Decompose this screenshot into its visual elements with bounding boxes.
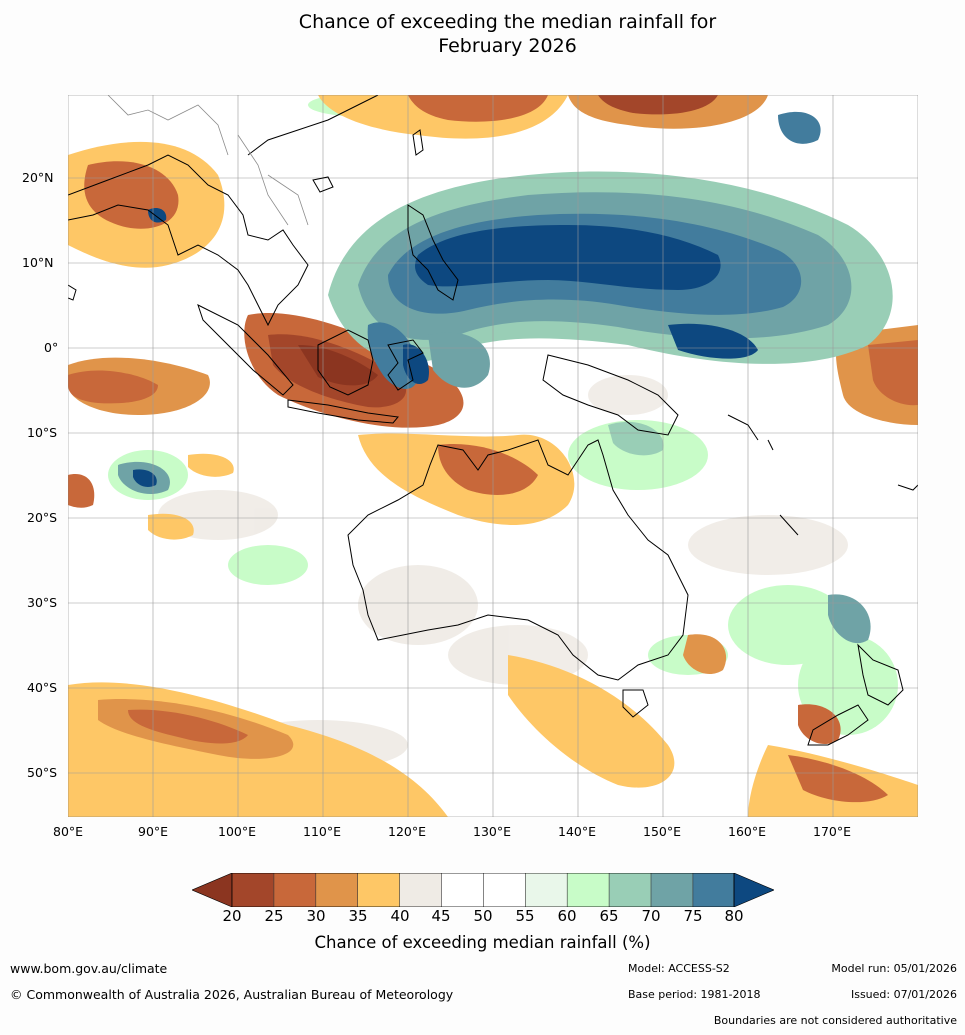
lon-label: 110°E bbox=[303, 824, 342, 839]
colorbar-bin bbox=[315, 873, 358, 907]
inland-boundaries bbox=[107, 95, 309, 226]
colorbar-bin bbox=[273, 873, 316, 907]
colorbar-tick: 60 bbox=[557, 907, 577, 925]
colorbar-tick: 65 bbox=[599, 907, 619, 925]
footer-disclaimer: Boundaries are not considered authoritat… bbox=[713, 1014, 957, 1027]
footer-base-period: Base period: 1981-2018 bbox=[628, 988, 761, 1001]
colorbar-tick: 20 bbox=[222, 907, 242, 925]
lat-label: 10°N bbox=[22, 255, 54, 270]
graticule bbox=[68, 95, 918, 817]
australia-coast bbox=[347, 439, 689, 681]
colorbar-dividers bbox=[273, 873, 694, 907]
title-line-1: Chance of exceeding the median rainfall … bbox=[298, 11, 717, 33]
java-coast bbox=[287, 399, 399, 424]
lat-label: 30°S bbox=[27, 595, 58, 610]
borneo-coast bbox=[317, 329, 374, 396]
lat-label: 10°S bbox=[27, 425, 58, 440]
colorbar-bin bbox=[399, 873, 442, 907]
lat-label: 20°N bbox=[22, 170, 54, 185]
lon-label: 140°E bbox=[558, 824, 597, 839]
colorbar-bin bbox=[651, 873, 693, 907]
colorbar-tick: 50 bbox=[473, 907, 493, 925]
colorbar-over-triangle bbox=[733, 873, 774, 907]
colorbar-tick: 75 bbox=[683, 907, 703, 925]
colorbar-tick: 25 bbox=[264, 907, 284, 925]
new-zealand-south-coast bbox=[807, 704, 869, 746]
colorbar bbox=[192, 873, 774, 907]
colorbar-tick: 80 bbox=[724, 907, 744, 925]
title-line-2: February 2026 bbox=[438, 35, 577, 57]
footer-model: Model: ACCESS-S2 bbox=[628, 962, 730, 975]
colorbar-bin bbox=[609, 873, 651, 907]
map-title: Chance of exceeding the median rainfall … bbox=[0, 10, 965, 58]
colorbar-tick: 70 bbox=[641, 907, 661, 925]
colorbar-tick: 40 bbox=[390, 907, 410, 925]
colorbar-bin bbox=[692, 873, 734, 907]
china-coast bbox=[247, 95, 379, 156]
lon-label: 120°E bbox=[388, 824, 427, 839]
colorbar-title: Chance of exceeding median rainfall (%) bbox=[314, 933, 651, 952]
colorbar-bin bbox=[441, 873, 484, 907]
colorbar-bin bbox=[483, 873, 526, 907]
lat-label: 20°S bbox=[27, 510, 58, 525]
footer-url: www.bom.gov.au/climate bbox=[10, 961, 168, 976]
colorbar-bin bbox=[567, 873, 610, 907]
lon-label: 80°E bbox=[53, 824, 84, 839]
asia-mainland-coast bbox=[68, 154, 309, 327]
colorbar-tick: 30 bbox=[306, 907, 326, 925]
colorbar-under-triangle bbox=[192, 873, 233, 907]
colorbar-bin bbox=[232, 873, 274, 907]
new-zealand-north-coast bbox=[857, 643, 904, 706]
lat-label: 0° bbox=[44, 340, 59, 355]
sumatra-coast bbox=[197, 304, 294, 396]
wet-regions bbox=[118, 111, 893, 644]
lon-label: 130°E bbox=[473, 824, 512, 839]
footer-copyright: © Commonwealth of Australia 2026, Austra… bbox=[10, 987, 454, 1002]
taiwan-coast bbox=[412, 129, 424, 156]
dry-regions bbox=[68, 95, 918, 817]
lon-label: 90°E bbox=[138, 824, 169, 839]
footer-model-run: Model run: 05/01/2026 bbox=[831, 962, 957, 975]
lon-label: 100°E bbox=[218, 824, 257, 839]
colorbar-tick: 55 bbox=[515, 907, 535, 925]
tasmania-coast bbox=[622, 689, 649, 718]
pacific-islands bbox=[727, 414, 918, 536]
sri-lanka-coast bbox=[68, 284, 77, 301]
sulawesi-coast bbox=[387, 339, 424, 391]
lon-label: 160°E bbox=[728, 824, 767, 839]
colorbar-tick: 45 bbox=[431, 907, 451, 925]
new-guinea-coast bbox=[542, 354, 679, 436]
lat-label: 40°S bbox=[27, 680, 58, 695]
hainan-coast bbox=[312, 176, 334, 193]
rainfall-map bbox=[68, 95, 918, 817]
colorbar-tick: 35 bbox=[348, 907, 368, 925]
footer-issued: Issued: 07/01/2026 bbox=[850, 988, 957, 1001]
colorbar-bin bbox=[525, 873, 568, 907]
lat-label: 50°S bbox=[27, 765, 58, 780]
coastlines bbox=[68, 95, 918, 746]
philippines-coast bbox=[407, 204, 459, 301]
colorbar-bin bbox=[357, 873, 400, 907]
lon-label: 170°E bbox=[813, 824, 852, 839]
lon-label: 150°E bbox=[643, 824, 682, 839]
